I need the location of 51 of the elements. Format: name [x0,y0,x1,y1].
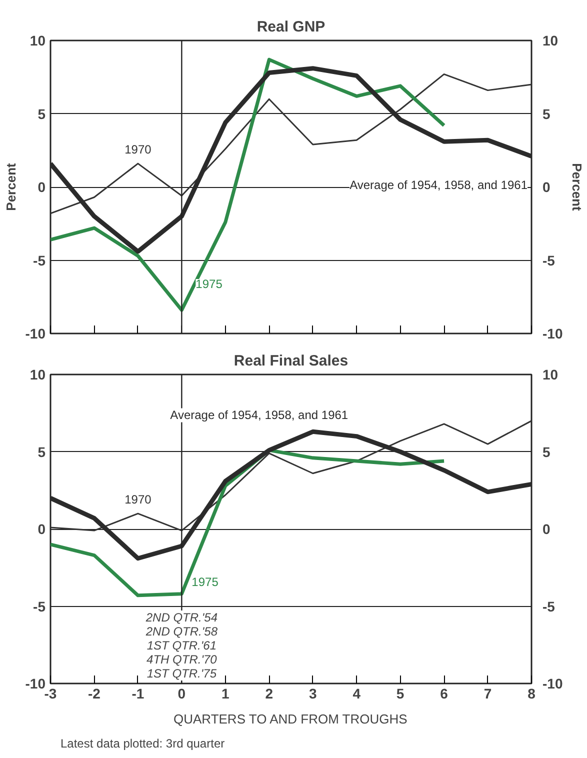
y-tick-label: 5 [38,444,46,460]
y2-tick-label: -10 [542,676,563,692]
y-axis-title: Percent [3,162,18,211]
series-label: Average of 1954, 1958, and 1961 [170,408,348,422]
y-tick-label: 10 [30,366,46,382]
annotation: 4TH QTR.'70 [146,652,218,666]
y2-tick-label: -5 [542,598,556,614]
series-label: 1975 [196,277,223,292]
y2-tick-label: 5 [542,444,550,460]
series-label: 1970 [124,142,152,157]
chart-title: Real GNP [256,18,326,36]
y2-tick-label: 0 [542,521,550,537]
y-tick-label: -5 [33,598,46,614]
x-tick-label: 2 [265,686,274,702]
x-tick-label: 7 [484,686,492,702]
y2-tick-label: 0 [542,179,550,195]
y2-tick-label: -5 [542,252,556,268]
series-label: Average of 1954, 1958, and 1961 [350,178,528,192]
x-tick-label: 5 [396,686,404,702]
y2-tick-label: -10 [542,326,563,342]
line-series [50,58,446,312]
y-tick-label: -10 [25,676,46,692]
chart-title: Real Final Sales [234,352,348,370]
annotation: 1ST QTR.'61 [146,638,217,652]
annotation: 2ND QTR.'54 [144,610,218,624]
series-label: 1970 [124,492,152,507]
x-tick-label: 4 [352,686,361,702]
y2-axis-title: Percent [570,163,585,212]
x-tick-label: 8 [528,686,536,702]
x-tick-label: 1 [222,686,230,702]
x-tick-label: -2 [88,686,101,702]
y2-tick-label: 10 [542,366,558,382]
x-tick-label: -3 [44,686,57,702]
x-tick-label: 3 [308,686,317,702]
x-axis-title: QUARTERS TO AND FROM TROUGHS [174,712,408,726]
y2-tick-label: 5 [542,106,550,122]
y-tick-label: 10 [30,32,46,48]
y-tick-label: -10 [25,326,46,342]
annotation: 1ST QTR.'75 [146,666,217,680]
y-tick-label: -5 [33,252,46,268]
x-tick-label: 6 [440,686,448,702]
series-label: 1975 [192,574,219,589]
annotation: 2ND QTR.'58 [144,624,218,638]
line-series [50,448,446,598]
y2-tick-label: 10 [542,32,558,48]
y-tick-label: 0 [38,179,46,195]
y-tick-label: 0 [38,521,46,537]
x-tick-label: -1 [132,686,144,702]
y-tick-label: 5 [38,106,46,122]
text: Latest data plotted: 3rd quarter [60,736,225,750]
x-tick-label: 0 [178,686,186,702]
